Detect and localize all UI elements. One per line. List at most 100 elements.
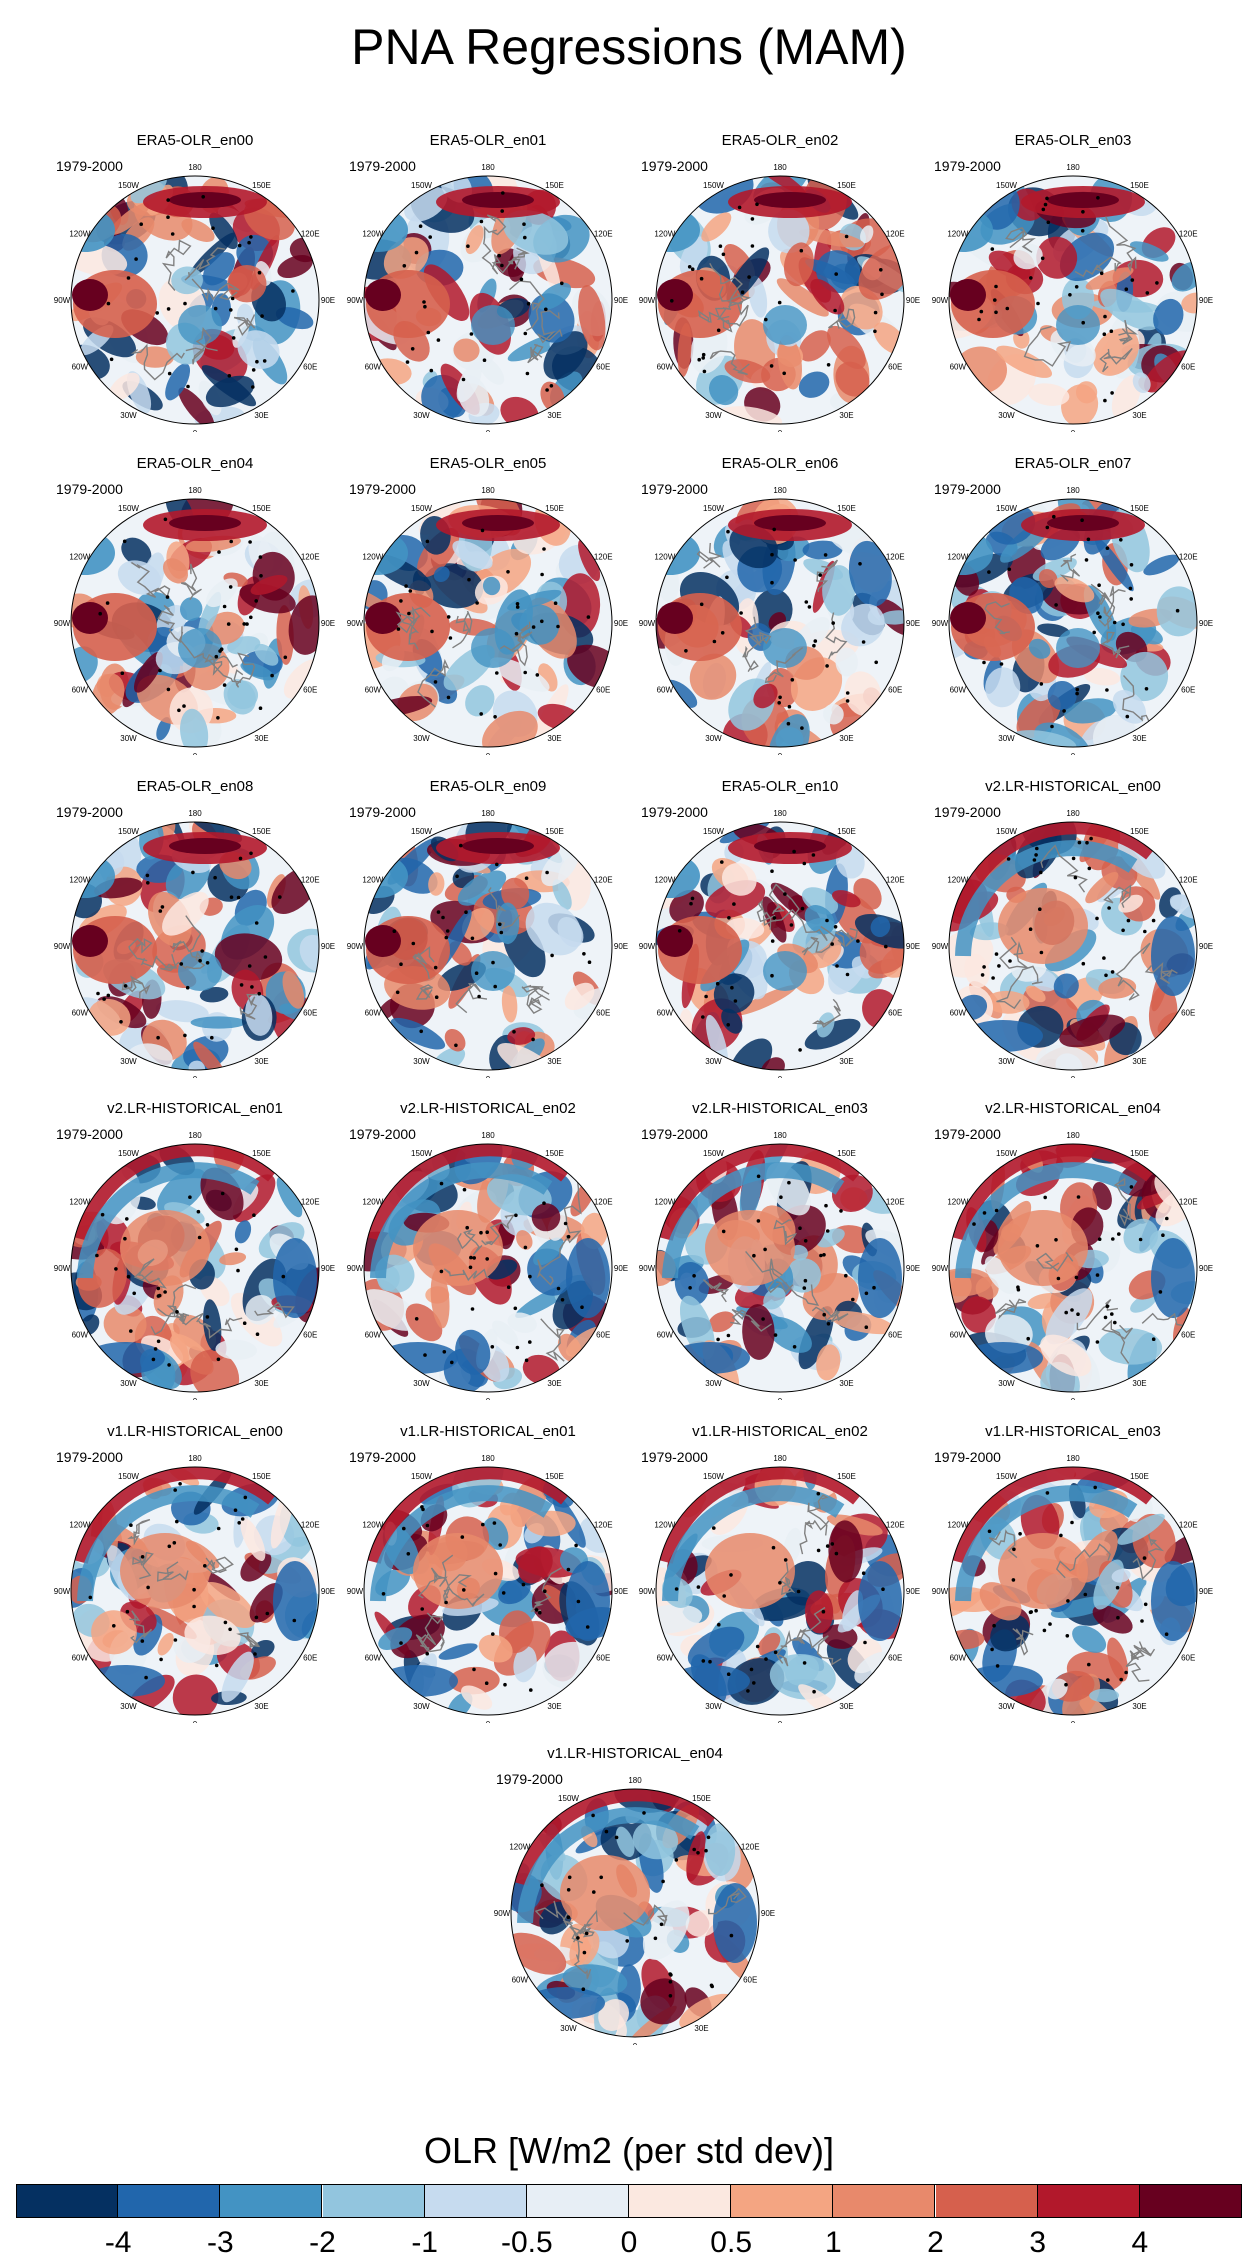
longitude-label: 120W [947,1198,968,1207]
longitude-label: 120W [509,1843,530,1852]
longitude-label: 60E [1181,686,1195,695]
panel-title: v1.LR-HISTORICAL_en03 [985,1423,1161,1440]
longitude-label: 0 [486,752,491,755]
longitude-label: 150W [118,181,139,190]
longitude-label: 60E [596,1654,610,1663]
longitude-label: 90W [54,619,71,628]
longitude-label: 90E [906,942,920,951]
panel-title: v1.LR-HISTORICAL_en02 [692,1423,868,1440]
longitude-label: 120E [886,1198,905,1207]
panel-title: ERA5-OLR_en00 [136,132,254,149]
longitude-label: 30W [998,1702,1015,1711]
panel-period: 1979-2000 [496,1771,563,1787]
longitude-label: 120W [362,553,383,562]
polar-map: 180 150E 120E 90E 60E 30E 0 30W 60W 90W 120W 150W [347,1131,628,1400]
longitude-label: 0 [1071,1075,1076,1078]
longitude-label: 180 [1066,1131,1080,1140]
map-panel: ERA5-OLR_en05 1979-2000 180 150E 120E 90E 60E 3… [343,455,633,755]
longitude-label: 60W [657,363,674,372]
longitude-label: 150W [996,181,1017,190]
longitude-label: 150E [1130,1472,1149,1481]
polar-map: 180 150E 120E 90E 60E 30E 0 30W 60W 90W 120W 150W [932,1131,1213,1400]
colorbar-tick-label: -3 [206,2226,234,2259]
longitude-label: 30E [254,734,268,743]
longitude-label: 180 [188,809,202,818]
panel-title: v2.LR-HISTORICAL_en03 [692,1100,868,1117]
polar-map: 180 150E 120E 90E 60E 30E 0 30W 60W 90W 120W 150W [932,486,1213,755]
longitude-label: 90E [321,942,335,951]
longitude-label: 150W [703,827,724,836]
longitude-label: 90E [321,1587,335,1596]
longitude-label: 0 [1071,752,1076,755]
longitude-label: 60E [743,1976,757,1985]
longitude-label: 60W [657,1654,674,1663]
longitude-label: 30W [560,2024,577,2033]
longitude-label: 60W [950,363,967,372]
colorbar-segment [833,2184,936,2218]
map-panel: ERA5-OLR_en01 1979-2000 180 150E 120E 90E 60E 3… [343,132,633,432]
longitude-label: 0 [486,1720,491,1723]
longitude-label: 90W [932,619,949,628]
longitude-label: 90E [1199,296,1213,305]
longitude-label: 60E [888,1654,902,1663]
longitude-label: 30W [705,1702,722,1711]
polar-map: 180 150E 120E 90E 60E 30E 0 30W 60W 90W 120W 150W [639,486,920,755]
colorbar-tick-label: -0.5 [500,2226,553,2259]
panel-period: 1979-2000 [56,158,123,174]
longitude-label: 150W [996,1472,1017,1481]
longitude-label: 90W [347,1264,364,1273]
longitude-label: 90W [347,1587,364,1596]
longitude-label: 30E [1132,1702,1146,1711]
longitude-label: 60E [888,1009,902,1018]
panel-period: 1979-2000 [641,804,708,820]
panel-period: 1979-2000 [641,1449,708,1465]
longitude-label: 30E [254,1057,268,1066]
longitude-label: 150E [837,504,856,513]
longitude-label: 30E [839,1702,853,1711]
map-panel: ERA5-OLR_en02 1979-2000 180 150E 120E 90E 60E 3… [635,132,925,432]
longitude-label: 60W [657,1331,674,1340]
longitude-label: 60W [72,1009,89,1018]
longitude-label: 60E [888,363,902,372]
longitude-label: 60W [657,1009,674,1018]
longitude-label: 90W [494,1909,511,1918]
panel-period: 1979-2000 [56,481,123,497]
longitude-label: 150W [118,504,139,513]
longitude-label: 120E [1179,1198,1198,1207]
panel-title: ERA5-OLR_en07 [1014,455,1132,472]
longitude-label: 60E [1181,1331,1195,1340]
longitude-label: 120E [301,230,320,239]
panel-period: 1979-2000 [934,1449,1001,1465]
longitude-label: 180 [773,809,787,818]
panel-period: 1979-2000 [56,1126,123,1142]
longitude-label: 90W [347,296,364,305]
longitude-label: 90E [761,1909,775,1918]
longitude-label: 30W [413,1379,430,1388]
longitude-label: 120W [69,230,90,239]
longitude-label: 90W [347,942,364,951]
longitude-label: 90E [321,1264,335,1273]
panel-period: 1979-2000 [349,481,416,497]
longitude-label: 180 [188,163,202,172]
longitude-label: 150E [545,1149,564,1158]
longitude-label: 30E [254,1379,268,1388]
map-panel: v2.LR-HISTORICAL_en04 1979-2000 180 150E 120… [928,1100,1218,1400]
longitude-label: 120E [886,1521,905,1530]
colorbar-segment [629,2184,732,2218]
longitude-label: 180 [481,809,495,818]
colorbar-tick-label: -2 [309,2226,336,2259]
map-panel: v1.LR-HISTORICAL_en03 1979-2000 180 150E 120… [928,1423,1218,1723]
longitude-label: 180 [188,1131,202,1140]
longitude-label: 60E [303,1654,317,1663]
polar-map: 180 150E 120E 90E 60E 30E 0 30W 60W 90W 120W 150W [347,809,628,1078]
longitude-label: 30E [1132,1379,1146,1388]
longitude-label: 150E [545,181,564,190]
longitude-label: 90E [321,296,335,305]
panel-period: 1979-2000 [349,1126,416,1142]
panel-title: v2.LR-HISTORICAL_en04 [985,1100,1161,1117]
colorbar-segment [424,2184,527,2218]
longitude-label: 30E [1132,411,1146,420]
longitude-label: 120E [594,230,613,239]
longitude-label: 30E [254,411,268,420]
panel-period: 1979-2000 [56,1449,123,1465]
